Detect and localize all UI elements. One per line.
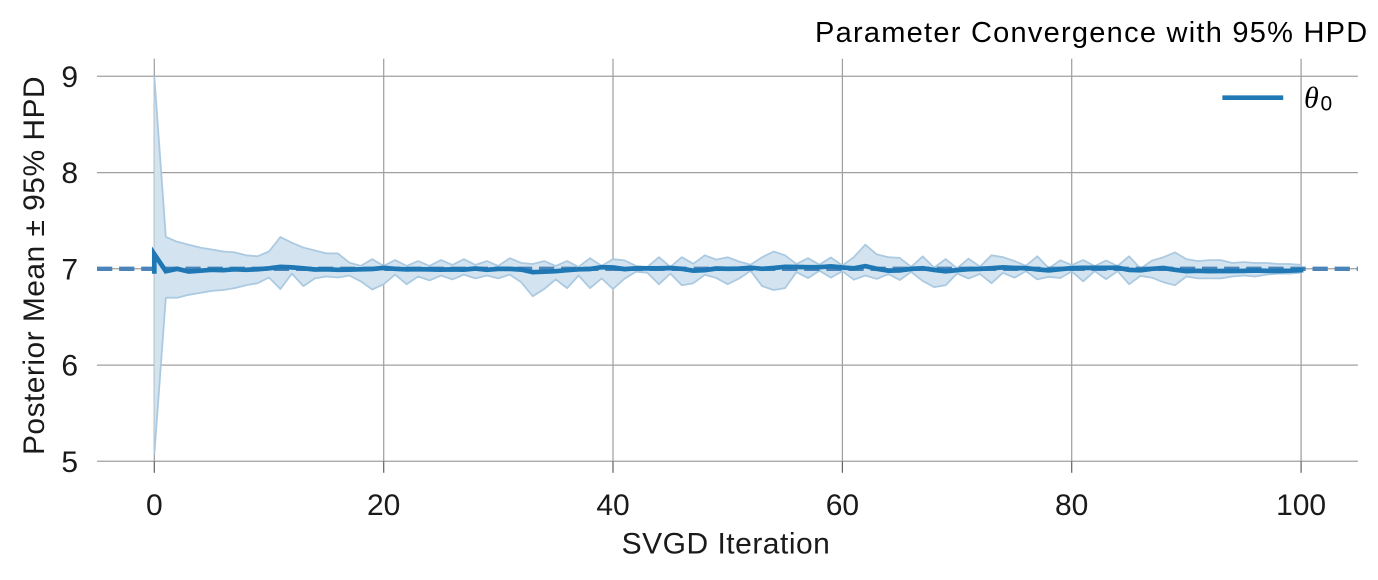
svg-text:0: 0 <box>146 489 163 522</box>
svg-text:60: 60 <box>826 489 859 522</box>
svg-text:9: 9 <box>61 61 78 94</box>
svg-text:100: 100 <box>1276 489 1326 522</box>
svg-text:Posterior Mean ± 95% HPD: Posterior Mean ± 95% HPD <box>18 76 51 455</box>
svg-text:θ: θ <box>1304 81 1319 114</box>
svg-text:20: 20 <box>367 489 400 522</box>
svg-text:80: 80 <box>1055 489 1088 522</box>
svg-text:8: 8 <box>61 157 78 190</box>
svg-text:40: 40 <box>596 489 629 522</box>
svg-text:0: 0 <box>1321 93 1333 116</box>
svg-text:6: 6 <box>61 350 78 383</box>
svg-text:7: 7 <box>61 253 78 286</box>
svg-text:SVGD Iteration: SVGD Iteration <box>622 528 831 561</box>
svg-text:Parameter Convergence with 95%: Parameter Convergence with 95% HPD <box>815 17 1368 49</box>
svg-text:5: 5 <box>61 446 78 479</box>
